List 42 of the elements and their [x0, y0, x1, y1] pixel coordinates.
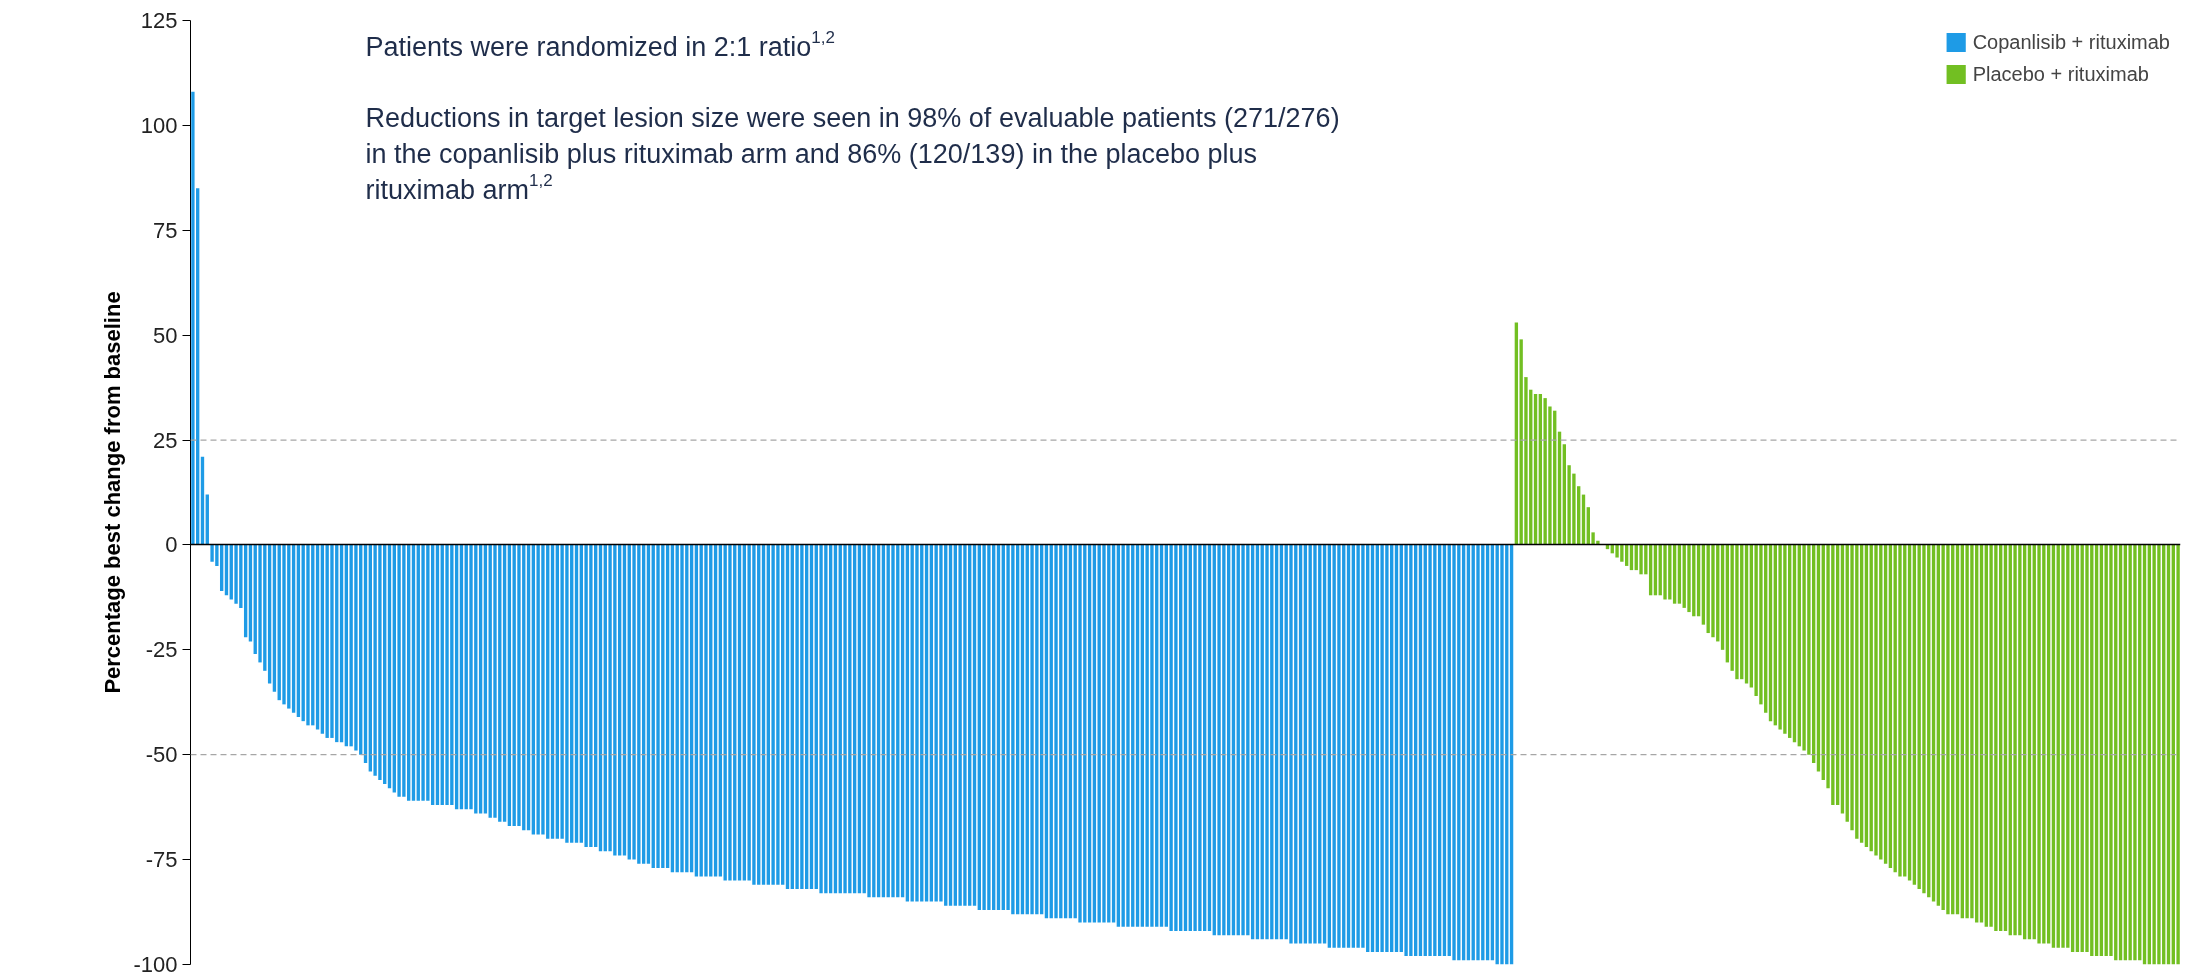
y-tick-label: -50: [145, 742, 178, 768]
bar: [1289, 544, 1293, 944]
y-tick-label: -25: [145, 637, 178, 663]
bar: [867, 544, 871, 898]
bar: [315, 544, 320, 730]
bar: [2176, 544, 2180, 965]
y-tick-label: 75: [153, 217, 178, 243]
bar: [1687, 544, 1691, 613]
bar: [282, 544, 286, 705]
bar: [1874, 544, 1878, 856]
bar: [1078, 544, 1082, 923]
bar: [1663, 544, 1667, 600]
legend-label: Copanlisib + rituximab: [1972, 30, 2170, 54]
bar: [306, 544, 310, 726]
y-tick-label: 25: [153, 427, 178, 453]
y-tick-label: -100: [133, 952, 178, 977]
bar: [680, 544, 684, 873]
bar: [1087, 544, 1092, 923]
y-tick-label: 100: [140, 112, 178, 138]
bar: [704, 544, 708, 877]
bar: [2061, 544, 2065, 948]
bar: [1624, 544, 1629, 566]
bar: [1500, 544, 1504, 965]
y-tick-label: 0: [165, 532, 178, 558]
bar: [469, 544, 473, 810]
y-axis-title: Percentage best change from baseline: [100, 291, 126, 694]
bar: [1476, 544, 1480, 961]
bar: [291, 544, 296, 713]
bar: [1898, 544, 1902, 877]
bar: [493, 544, 497, 818]
y-tick-label: 125: [140, 8, 178, 33]
bar: [891, 544, 895, 898]
bar: [1816, 544, 1821, 772]
y-tick-label: 50: [153, 322, 178, 348]
bar: [1102, 544, 1106, 923]
y-tick-label: -75: [145, 847, 178, 873]
bar: [1672, 544, 1677, 604]
bar: [191, 91, 195, 545]
legend-label: Placebo + rituximab: [1972, 62, 2149, 86]
bar: [2085, 544, 2089, 952]
bar: [1265, 544, 1269, 940]
bar: [1677, 544, 1682, 604]
